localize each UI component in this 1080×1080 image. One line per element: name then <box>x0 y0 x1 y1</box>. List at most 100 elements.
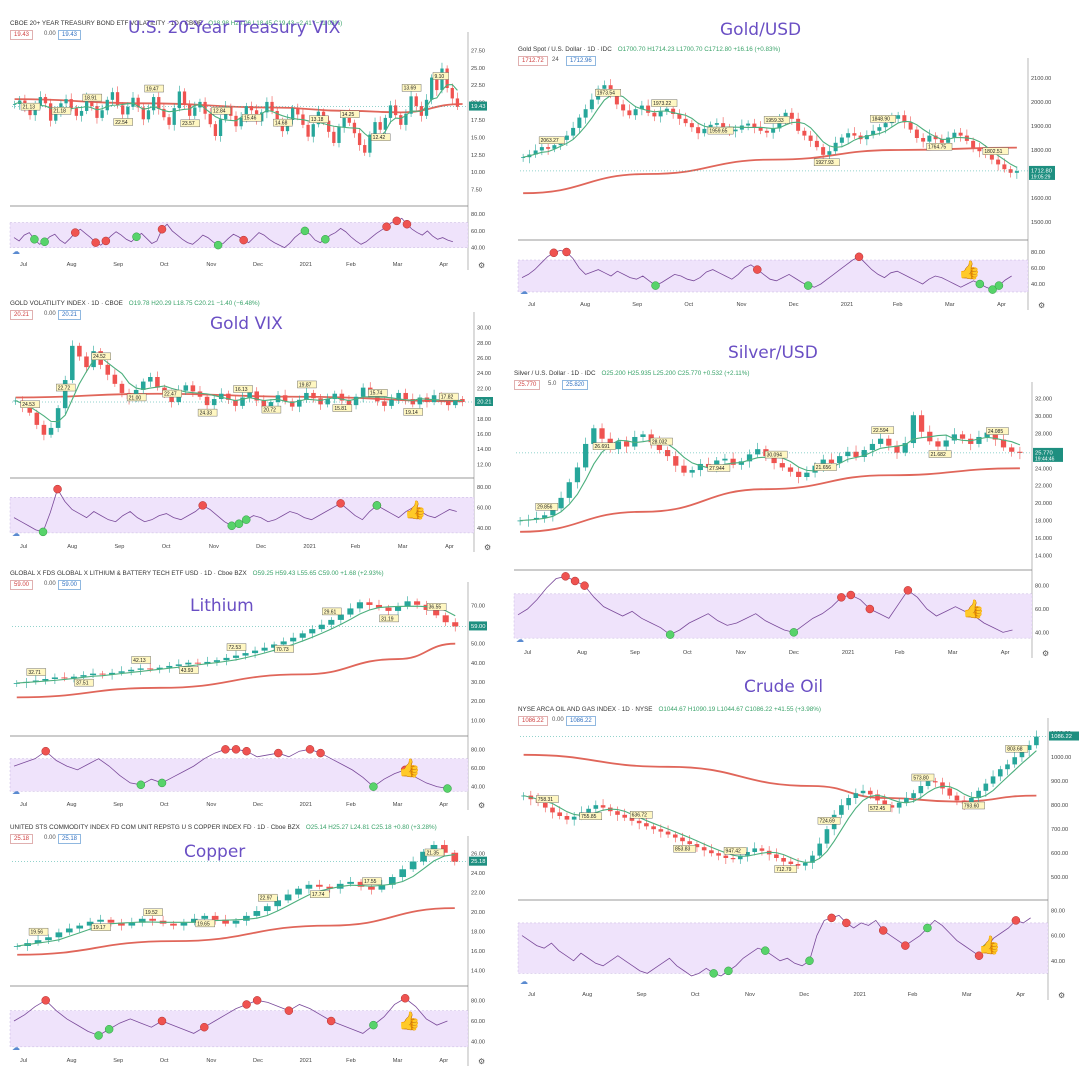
svg-text:19.17: 19.17 <box>93 925 106 931</box>
x-tick-label: Mar <box>945 302 955 308</box>
candle <box>172 103 176 131</box>
x-tick-label: Nov <box>745 992 755 998</box>
overbought-marker <box>239 235 248 245</box>
candle <box>318 619 325 632</box>
x-tick-label: Nov <box>206 262 216 268</box>
y-tick-label: 800.00 <box>1051 803 1068 809</box>
rsi-tick-label: 60.00 <box>1035 607 1049 613</box>
candle <box>141 102 145 126</box>
y-tick-label: 30.000 <box>1035 414 1052 420</box>
price-marker-label: 1802.51 <box>982 147 1009 155</box>
gear-icon[interactable]: ⚙ <box>478 1057 485 1066</box>
symbol-description: Gold Spot / U.S. Dollar · 1D · IDC <box>518 46 612 53</box>
price-marker-label: 853.83 <box>673 844 696 853</box>
rsi-tick-label: 80.00 <box>471 212 485 218</box>
x-tick-label: Sep <box>632 302 642 308</box>
symbol-description: UNITED STS COMMODITY INDEX FD COM UNIT R… <box>10 824 300 831</box>
gear-icon[interactable]: ⚙ <box>478 801 485 810</box>
price-marker-label: 19.87 <box>297 380 317 388</box>
svg-text:793.60: 793.60 <box>964 803 980 809</box>
candle <box>328 617 335 629</box>
candle <box>1002 158 1007 173</box>
candle <box>990 770 996 787</box>
candle <box>976 787 981 803</box>
candle <box>1017 446 1023 460</box>
svg-text:17.55: 17.55 <box>364 879 377 885</box>
candle <box>233 395 238 412</box>
overbought-marker <box>400 765 410 775</box>
candle <box>45 934 52 944</box>
candle <box>639 100 644 116</box>
candle <box>640 430 646 442</box>
gear-icon[interactable]: ⚙ <box>1058 991 1065 1000</box>
candle <box>309 625 316 639</box>
candle <box>864 130 869 146</box>
price-marker-label: 36.55 <box>426 603 447 611</box>
ma-fast-line <box>16 605 456 684</box>
buy-price-box: 20.21 <box>58 310 82 320</box>
ohlc-readout: O25.200 H25.935 L25.200 C25.770 +0.532 (… <box>601 370 750 377</box>
y-tick-label: 700.00 <box>1051 827 1068 833</box>
svg-text:27.944: 27.944 <box>709 466 725 472</box>
x-tick-label: Dec <box>799 992 809 998</box>
tradingview-logo-icon: ☁ <box>520 977 528 986</box>
candle <box>223 653 230 666</box>
price-chart-svg: 30.0028.0026.0024.0022.0020.0018.0016.00… <box>9 312 493 552</box>
x-tick-label: Oct <box>684 302 693 308</box>
candle <box>232 650 240 661</box>
candle <box>409 856 417 872</box>
candle <box>959 430 966 444</box>
candle <box>824 825 830 849</box>
candle <box>702 122 707 137</box>
candle <box>542 511 548 523</box>
candle <box>368 131 372 158</box>
candle <box>218 388 224 403</box>
candle <box>151 93 156 115</box>
gear-icon[interactable]: ⚙ <box>1042 649 1049 658</box>
svg-text:21.00: 21.00 <box>129 395 142 401</box>
price-marker-label: 26.691 <box>592 442 616 450</box>
svg-text:17.82: 17.82 <box>441 395 454 401</box>
candle <box>366 598 373 610</box>
candle <box>204 656 211 667</box>
price-marker-label: 21.682 <box>928 450 952 458</box>
candle <box>1008 165 1013 178</box>
gear-icon[interactable]: ⚙ <box>1038 301 1045 310</box>
price-marker-label: 29.61 <box>322 607 342 615</box>
y-tick-label: 16.000 <box>1035 536 1052 542</box>
candle <box>424 393 430 408</box>
candle <box>533 511 540 524</box>
buy-price-box: 1086.22 <box>566 716 596 726</box>
y-tick-label: 12.00 <box>477 462 491 468</box>
gear-icon[interactable]: ⚙ <box>478 261 485 270</box>
svg-text:636.72: 636.72 <box>632 813 648 819</box>
y-tick-label: 40.00 <box>471 661 485 667</box>
candle <box>70 340 75 384</box>
candle <box>746 120 751 131</box>
price-marker-label: 21.18 <box>51 107 72 115</box>
gear-icon[interactable]: ⚙ <box>484 543 491 552</box>
svg-text:19.87: 19.87 <box>299 382 312 388</box>
chart-header: NYSE ARCA OIL AND GAS INDEX · 1D · NYSE O… <box>518 706 821 713</box>
price-marker-label: 1848.90 <box>870 114 896 123</box>
candle <box>126 102 130 121</box>
candle <box>295 885 302 899</box>
tradingview-logo-icon: ☁ <box>12 529 20 538</box>
candle <box>911 789 916 803</box>
candle <box>311 119 315 143</box>
candle <box>177 85 182 112</box>
x-tick-label: Feb <box>351 544 361 550</box>
overbought-marker <box>157 224 167 234</box>
symbol-description: GLOBAL X FDS GLOBAL X LITHIUM & BATTERY … <box>10 570 247 577</box>
x-tick-label: Oct <box>691 992 700 998</box>
price-marker-label: 793.60 <box>962 801 985 809</box>
tradingview-logo-icon: ☁ <box>12 247 20 256</box>
sell-price-box: 1086.22 <box>518 716 548 726</box>
panel-copper: 26.00 24.00 22.00 20.00 18.00 16.00 14.00 25.18… <box>0 822 488 1076</box>
price-marker-label: 17.55 <box>362 877 382 885</box>
rsi-tick-label: 40.00 <box>1031 282 1045 288</box>
panel-lithium: 70.00 60.00 50.00 40.00 30.00 20.00 10.00 59.00… <box>0 568 488 820</box>
y-tick-label: 28.00 <box>477 341 491 347</box>
y-tick-label: 25.00 <box>471 66 485 72</box>
sell-price-box: 59.00 <box>10 580 34 590</box>
